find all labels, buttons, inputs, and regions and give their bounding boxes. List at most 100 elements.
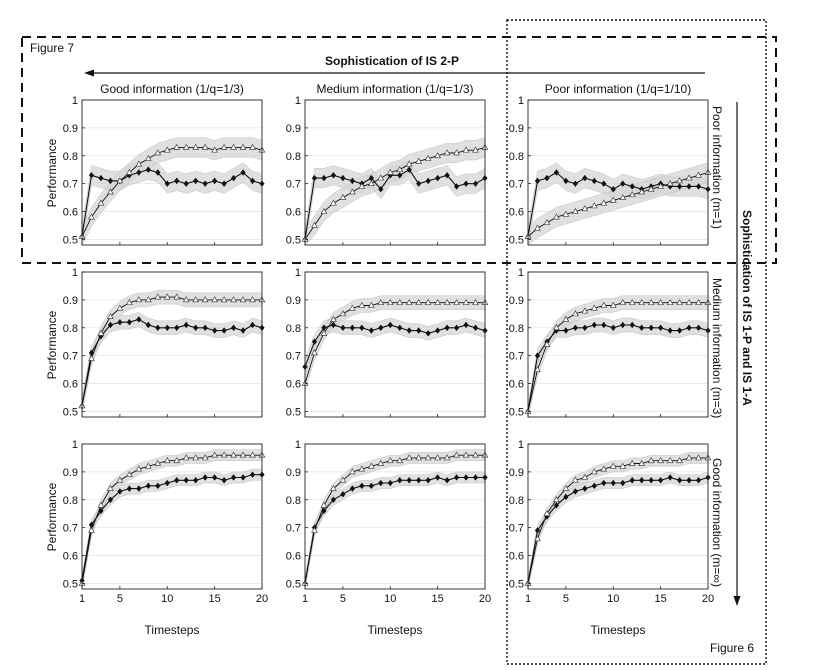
y-tick-label: 0.6 [286,207,301,219]
marker-diamond [340,174,346,182]
marker-diamond [582,485,588,492]
marker-triangle [311,349,318,356]
marker-triangle [339,193,347,200]
marker-diamond [639,477,645,484]
marker-diamond [463,321,469,329]
marker-triangle [581,205,589,212]
marker-triangle [434,152,442,159]
plot-frame [304,271,486,418]
marker-diamond [686,183,692,190]
marker-triangle [415,298,423,306]
marker-diamond [88,521,95,529]
marker-diamond [563,177,569,185]
marker-triangle [330,484,337,491]
marker-diamond [349,485,355,492]
marker-diamond [553,502,560,509]
x-tick-label: 20 [479,593,491,605]
marker-diamond [629,321,635,329]
marker-triangle [230,451,237,458]
marker-triangle [434,454,442,461]
marker-triangle [628,459,636,466]
marker-triangle [424,454,432,461]
marker-triangle [657,298,665,306]
marker-triangle [666,298,674,306]
marker-triangle [657,457,665,464]
marker-triangle [386,168,394,175]
marker-diamond [658,477,664,484]
marker-triangle [472,298,479,306]
marker-triangle [339,476,347,483]
y-tick-label: 0.7 [509,179,524,191]
y-tick-label: 0.5 [509,406,524,418]
marker-triangle [472,451,479,458]
marker-triangle [230,296,237,303]
marker-triangle [163,457,171,464]
marker-diamond [221,180,227,187]
x-tick-label: 10 [161,593,173,605]
marker-triangle [553,324,560,331]
x-tick-label: 1 [79,593,85,605]
panel-r1-c3: 0.5 0.6 0.7 0.8 0.9 1 [509,95,712,246]
plot-frame [304,99,486,246]
marker-diamond [667,474,673,481]
marker-triangle [125,168,133,175]
marker-diamond [183,321,189,329]
marker-triangle [462,451,470,458]
marker-diamond [349,324,355,331]
marker-diamond [397,477,403,484]
plot-frame [527,271,709,418]
marker-triangle [666,179,674,187]
marker-triangle [534,224,541,231]
marker-diamond [416,180,422,187]
marker-diamond [444,172,450,179]
marker-diamond [472,324,479,331]
marker-diamond [368,174,374,182]
marker-diamond [164,180,170,187]
panel-r2-c2: 0.5 0.6 0.7 0.8 0.9 1 [286,267,489,418]
col-title-good: Good information (1/q=1/3) [100,82,244,96]
y-tick-label: 0.8 [509,495,524,507]
marker-diamond [572,324,578,331]
marker-triangle [600,465,608,472]
marker-triangle [173,143,181,150]
marker-diamond [572,488,578,495]
marker-diamond [425,177,431,185]
marker-diamond [98,507,104,515]
marker-triangle [453,451,460,458]
y-tick-label: 0.6 [63,551,78,563]
marker-diamond [193,477,199,484]
marker-triangle [220,451,228,458]
marker-triangle [609,462,617,469]
marker-diamond [98,174,104,182]
marker-triangle [534,365,541,372]
marker-triangle [676,298,683,306]
marker-diamond [249,177,256,185]
marker-triangle [173,457,181,464]
y-tick-label: 1 [518,95,524,107]
marker-triangle [88,354,95,361]
marker-triangle [154,459,162,466]
row-title-medium: Medium information (m=3) [710,278,724,418]
y-tick-label: 1 [518,267,524,279]
band-hollow [527,295,709,418]
marker-diamond [202,180,208,187]
marker-triangle [396,165,404,173]
marker-triangle [647,457,655,464]
marker-triangle [396,457,404,464]
marker-triangle [116,476,124,483]
marker-triangle [462,146,470,153]
marker-triangle [107,312,114,319]
marker-diamond [193,324,199,331]
y-tick-label: 0.5 [286,406,301,418]
marker-triangle [239,296,247,303]
marker-diamond [453,474,460,481]
x-axis-label-col-1: Timesteps [145,623,200,637]
marker-diamond [610,186,616,193]
y-tick-label: 0.5 [509,234,524,246]
marker-diamond [202,324,208,331]
x-tick-label: 20 [702,593,714,605]
panel-r3-c1: 0.50.60.70.80.911 5 10 15 20 [63,439,268,605]
panel-r3-c3: 0.50.60.70.80.911 5 10 15 20 [509,439,714,605]
marker-diamond [534,527,541,534]
